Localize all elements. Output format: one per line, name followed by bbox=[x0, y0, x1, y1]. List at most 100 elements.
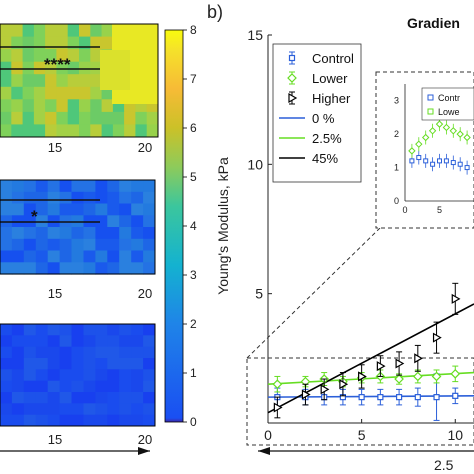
heatmap-cell bbox=[0, 392, 13, 404]
heatmap-cell bbox=[33, 49, 46, 63]
significance-marker-top: **** bbox=[44, 55, 71, 74]
heatmap-cell bbox=[11, 238, 25, 252]
heatmap-bottom-xtick-20: 20 bbox=[138, 432, 152, 447]
inset-point-lower bbox=[456, 130, 464, 138]
heatmap-cell bbox=[11, 24, 24, 38]
heatmap-cell bbox=[112, 124, 125, 138]
heatmap-cell bbox=[59, 369, 72, 382]
heatmap-cell bbox=[119, 403, 132, 416]
heatmap-cell bbox=[71, 335, 84, 348]
heatmap-cell bbox=[35, 227, 49, 240]
heatmap-cell bbox=[107, 180, 120, 193]
heatmap-cell bbox=[33, 24, 46, 38]
heatmap-cell bbox=[83, 335, 96, 348]
heatmap-cell bbox=[95, 324, 108, 336]
heatmap-cell bbox=[131, 203, 144, 216]
heatmap-cell bbox=[35, 324, 49, 336]
heatmap-cell bbox=[0, 49, 12, 63]
heatmap-cell bbox=[23, 380, 37, 393]
heatmap-cell bbox=[83, 250, 96, 263]
heatmap-cell bbox=[83, 346, 96, 359]
heatmap-cell bbox=[95, 346, 108, 359]
heatmap-cell bbox=[35, 346, 49, 359]
colorbar-tick-label: 1 bbox=[190, 366, 197, 380]
heatmap-cell bbox=[47, 335, 61, 348]
data-point-higher bbox=[395, 358, 405, 369]
heatmap-cell bbox=[56, 124, 69, 138]
heatmap-cell bbox=[47, 358, 61, 370]
heatmap-cell bbox=[23, 403, 37, 416]
heatmap-cell bbox=[22, 124, 35, 138]
inset-y-tick-label: 2 bbox=[394, 129, 399, 139]
heatmap-cell bbox=[83, 380, 96, 393]
heatmap-cell bbox=[56, 86, 69, 100]
heatmap-cell bbox=[131, 324, 144, 336]
heatmap-cell bbox=[11, 203, 25, 216]
heatmap-top-xtick-15: 15 bbox=[48, 140, 62, 155]
heatmap-cell bbox=[59, 358, 72, 370]
x-tick-label: 0 bbox=[264, 427, 272, 443]
heatmap-cell bbox=[59, 191, 72, 205]
data-point-control bbox=[452, 392, 459, 399]
heatmap-cell bbox=[71, 262, 84, 275]
heatmap-cell bbox=[35, 203, 49, 216]
heatmap-cell bbox=[35, 380, 49, 393]
heatmap-cell bbox=[143, 238, 156, 252]
legend-marker bbox=[288, 54, 296, 62]
colorbar-tick-label: 4 bbox=[190, 219, 197, 233]
heatmap-cell bbox=[119, 238, 132, 252]
inset-point-control bbox=[430, 161, 436, 167]
data-point-control bbox=[358, 394, 365, 401]
heatmap-cell bbox=[11, 392, 25, 404]
data-point-higher bbox=[432, 332, 442, 343]
heatmap-cell bbox=[11, 250, 25, 263]
heatmap-cell bbox=[11, 324, 25, 336]
data-point-lower bbox=[431, 371, 442, 382]
heatmap-cell bbox=[45, 86, 57, 100]
heatmap-cell bbox=[23, 180, 37, 193]
heatmap-cell bbox=[11, 403, 25, 416]
inset-point-lower bbox=[428, 127, 437, 135]
heatmap-cell bbox=[0, 86, 12, 100]
heatmap-cell bbox=[45, 24, 57, 38]
heatmap-cell bbox=[107, 380, 120, 393]
inset-y-tick-label: 0 bbox=[394, 196, 399, 206]
heatmap-cell bbox=[131, 262, 144, 275]
legend-marker bbox=[288, 92, 298, 104]
heatmap-cell bbox=[67, 74, 80, 88]
heatmap-cell bbox=[11, 180, 25, 193]
heatmap-cell bbox=[11, 335, 25, 348]
heatmap-cell bbox=[131, 238, 144, 252]
heatmap-cell bbox=[23, 346, 37, 359]
heatmap-cell bbox=[131, 180, 144, 193]
heatmap-cell bbox=[23, 238, 37, 252]
heatmap-cell bbox=[35, 191, 49, 205]
heatmap-cell bbox=[47, 380, 61, 393]
data-point-lower bbox=[412, 371, 423, 382]
heatmap-cell bbox=[35, 358, 49, 370]
heatmap-cell bbox=[119, 191, 132, 205]
heatmap-cell bbox=[90, 99, 103, 113]
data-point-higher bbox=[376, 361, 386, 372]
heatmap-cell bbox=[47, 262, 61, 275]
zoom-region-box bbox=[246, 357, 474, 446]
data-point-control bbox=[433, 394, 440, 401]
heatmap-bottom-xtick-15: 15 bbox=[48, 432, 62, 447]
heatmap-cell bbox=[83, 238, 96, 252]
heatmap-cell bbox=[107, 227, 120, 240]
heatmap-cell bbox=[11, 49, 24, 63]
heatmap-cell bbox=[11, 124, 24, 138]
heatmap-cell bbox=[90, 74, 103, 88]
heatmap-cell bbox=[119, 227, 132, 240]
heatmap-cell bbox=[83, 180, 96, 193]
inset-legend-label: Lowe bbox=[438, 107, 460, 117]
heatmap-cell bbox=[59, 335, 72, 348]
heatmap-cell bbox=[112, 111, 125, 125]
heatmap-cell bbox=[119, 358, 132, 370]
heatmap-cell bbox=[71, 392, 84, 404]
heatmap-cell bbox=[83, 203, 96, 216]
heatmap-cell bbox=[71, 227, 84, 240]
heatmap-cell bbox=[11, 369, 25, 382]
heatmap-cell bbox=[35, 403, 49, 416]
